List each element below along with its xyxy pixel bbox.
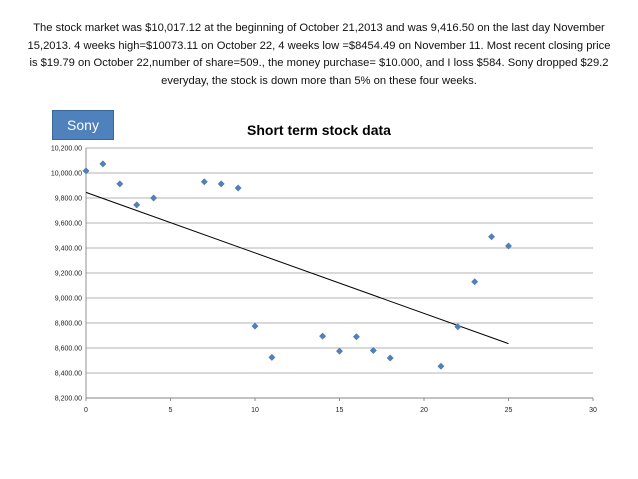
x-tick-label: 0 bbox=[84, 407, 88, 414]
y-tick-label: 9,600.00 bbox=[55, 221, 82, 228]
y-tick-label: 8,200.00 bbox=[55, 396, 82, 403]
data-point bbox=[268, 353, 276, 361]
data-point bbox=[437, 362, 445, 370]
data-point bbox=[150, 194, 158, 202]
trendline-group bbox=[85, 191, 509, 345]
x-tick-label: 20 bbox=[420, 407, 428, 414]
data-point bbox=[336, 347, 343, 355]
y-tick-label: 9,200.00 bbox=[55, 271, 82, 278]
data-point bbox=[200, 178, 208, 186]
data-point bbox=[116, 180, 124, 188]
chart-title: Short term stock data bbox=[247, 122, 391, 138]
data-point bbox=[133, 201, 141, 209]
y-tick-label: 9,400.00 bbox=[55, 246, 82, 253]
data-point bbox=[505, 242, 512, 250]
sony-label-box: Sony bbox=[52, 110, 114, 140]
data-point bbox=[386, 354, 394, 362]
x-tick-label: 30 bbox=[589, 407, 597, 414]
x-tick-labels: 0 5 10 15 20 25 30 bbox=[84, 407, 597, 414]
y-tick-label: 8,400.00 bbox=[55, 371, 82, 378]
grid-lines bbox=[85, 147, 594, 401]
y-tick-label: 10,200.00 bbox=[51, 146, 82, 153]
data-point bbox=[251, 322, 259, 330]
y-tick-label: 10,000.00 bbox=[51, 171, 82, 178]
x-tick-label: 15 bbox=[336, 407, 344, 414]
data-point bbox=[319, 332, 327, 340]
intro-text: The stock market was $10,017.12 at the b… bbox=[27, 22, 611, 87]
trendline bbox=[85, 191, 509, 345]
data-point bbox=[217, 180, 225, 188]
x-tick-label: 10 bbox=[251, 407, 259, 414]
data-point bbox=[99, 160, 107, 168]
data-point bbox=[488, 233, 496, 241]
y-tick-label: 9,000.00 bbox=[55, 296, 82, 303]
x-tick-label: 5 bbox=[169, 407, 173, 414]
y-tick-labels: 8,200.00 8,400.00 8,600.00 8,800.00 9,000.00… bbox=[51, 146, 82, 403]
y-tick-label: 8,800.00 bbox=[55, 321, 82, 328]
data-point bbox=[369, 347, 377, 354]
data-point bbox=[82, 167, 90, 175]
data-point bbox=[352, 333, 360, 341]
y-tick-label: 8,600.00 bbox=[55, 346, 82, 353]
data-point bbox=[471, 278, 479, 286]
data-point bbox=[234, 184, 242, 192]
data-points bbox=[82, 160, 512, 370]
data-point bbox=[454, 323, 462, 331]
y-tick-label: 9,800.00 bbox=[55, 196, 82, 203]
x-tick-label: 25 bbox=[505, 407, 513, 414]
